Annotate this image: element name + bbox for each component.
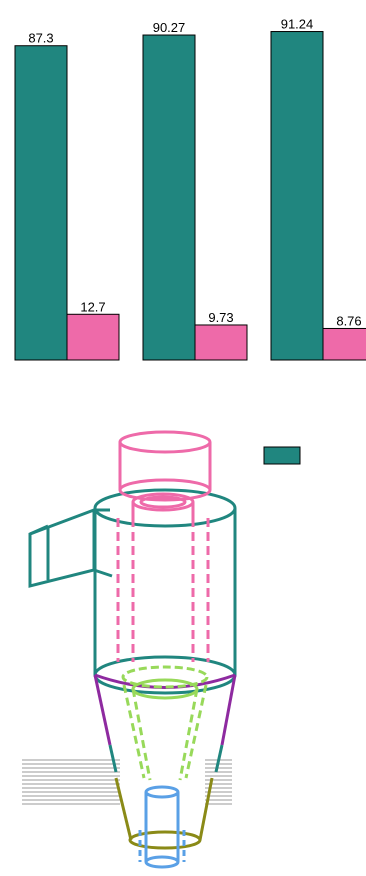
bar-s0-c0 [14, 45, 68, 361]
cone-section [93, 673, 237, 746]
bar-s0-c2 [270, 31, 324, 361]
cylinder-body [93, 488, 237, 695]
dust-outlet [138, 785, 186, 869]
bar-s1-c1 [194, 324, 248, 361]
value-label-s1-c2: 8.76 [336, 313, 361, 328]
value-label-s0-c2: 91.24 [281, 17, 314, 32]
value-label-s0-c1: 90.27 [153, 20, 186, 35]
value-label-s1-c0: 12.7 [80, 299, 105, 314]
value-label-s0-c0: 87.3 [28, 31, 53, 46]
value-label-s1-c1: 9.73 [208, 310, 233, 325]
bars-layer [14, 31, 366, 361]
lower-cone [108, 744, 224, 850]
legend-swatch [263, 446, 301, 465]
bar-chart: 87.3 12.7 90.27 9.73 91.24 8.76 [14, 17, 366, 361]
inlet-duct [28, 507, 113, 588]
scan-lines [22, 759, 232, 805]
vortex-finder [116, 430, 212, 662]
bar-s0-c1 [142, 34, 196, 361]
inner-vortex [121, 665, 209, 781]
cyclone-separator-diagram [22, 430, 301, 869]
value-labels-layer: 87.3 12.7 90.27 9.73 91.24 8.76 [28, 17, 361, 329]
bar-s1-c2 [322, 327, 366, 361]
bar-s1-c0 [66, 313, 120, 361]
